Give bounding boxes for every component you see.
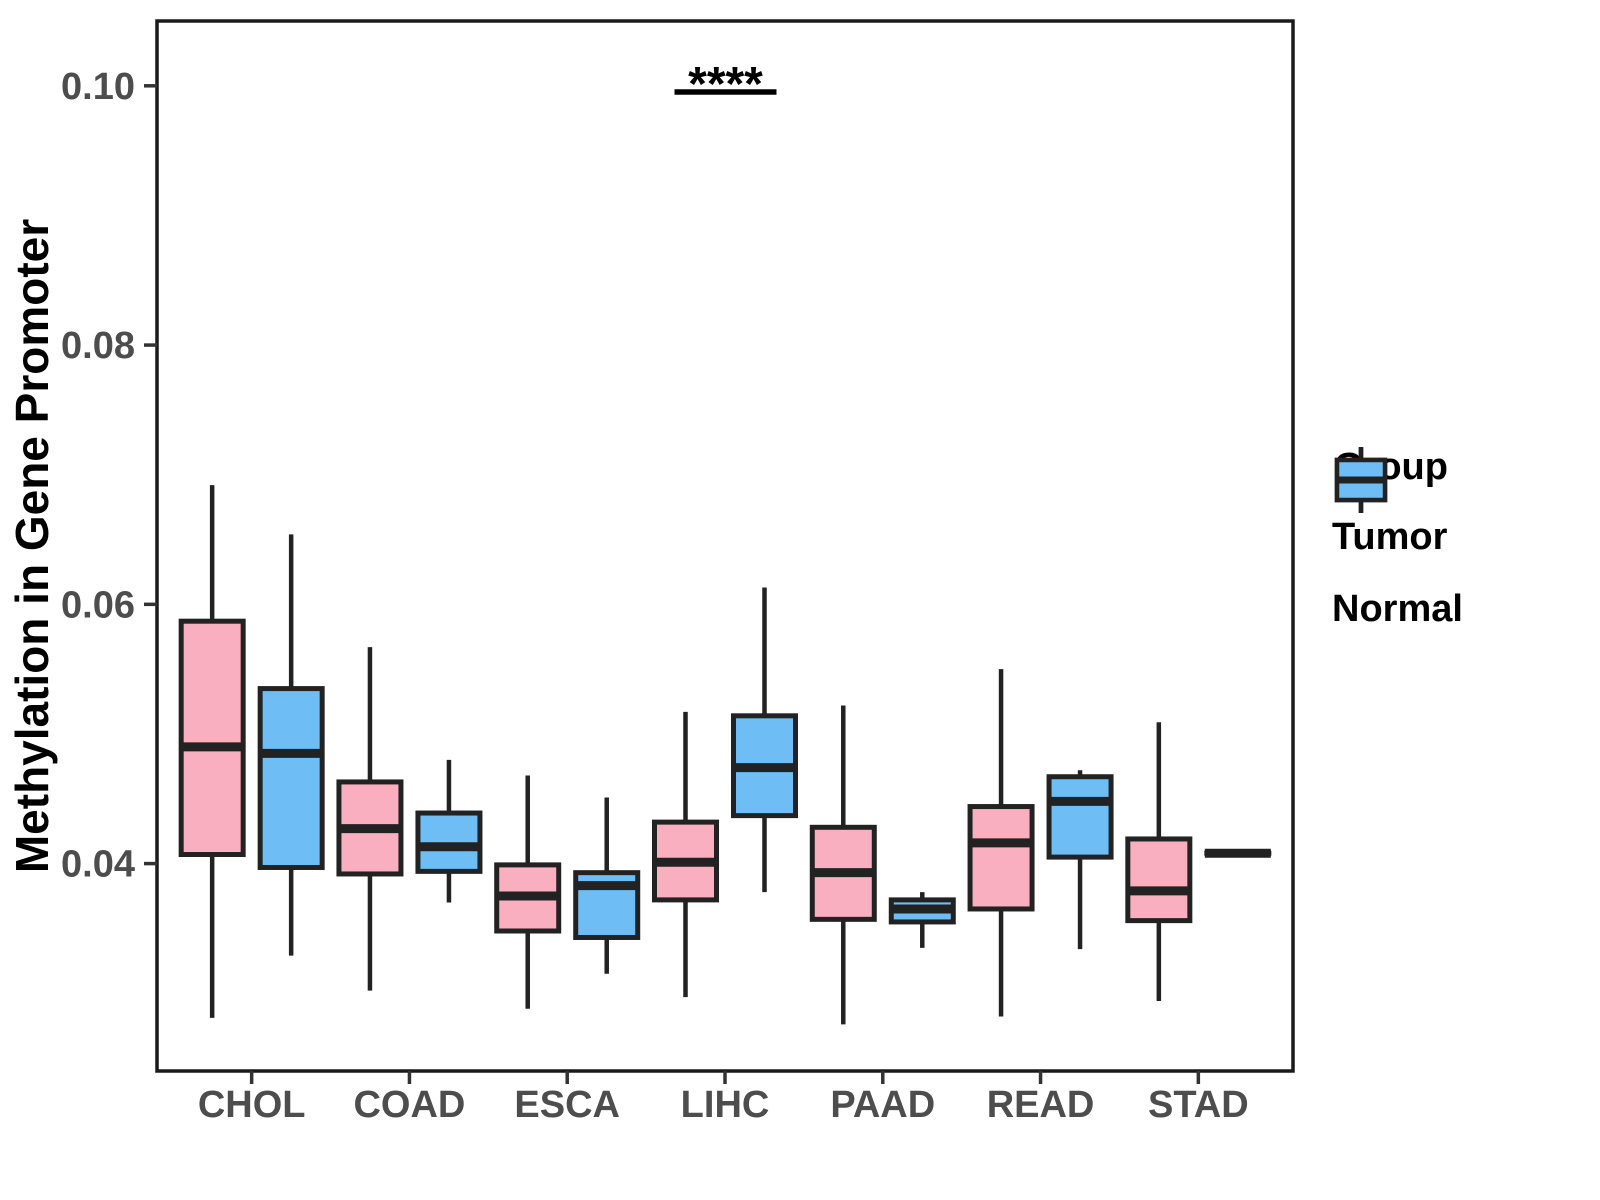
x-tick-label-read: READ — [987, 1084, 1095, 1126]
y-tick-label-0.04: 0.04 — [61, 844, 135, 886]
y-tick-label-0.06: 0.06 — [61, 584, 135, 626]
x-tick-label-lihc: LIHC — [681, 1084, 770, 1126]
x-tick-label-chol: CHOL — [198, 1084, 306, 1126]
x-tick-label-coad: COAD — [353, 1084, 465, 1126]
legend-items: Tumor Normal — [1332, 447, 1463, 643]
box-stad-tumor — [1125, 836, 1193, 924]
box-read-normal — [1046, 774, 1114, 860]
box-coad-normal — [415, 810, 483, 874]
x-tick-label-paad: PAAD — [830, 1084, 935, 1126]
legend: Group Tumor Normal — [1332, 446, 1463, 647]
x-tick-label-stad: STAD — [1148, 1084, 1249, 1126]
y-tick-label-0.08: 0.08 — [61, 325, 135, 367]
legend-label-tumor: Tumor — [1332, 515, 1448, 558]
panel-border — [155, 19, 1295, 1073]
y-tick-label-0.10: 0.10 — [61, 66, 135, 108]
significance-stars: **** — [688, 58, 763, 111]
box-chol-normal — [257, 686, 325, 870]
legend-boxplot-glyph-normal — [1334, 447, 1388, 513]
y-axis-title: Methylation in Gene Promoter — [6, 219, 58, 873]
legend-label-normal: Normal — [1332, 587, 1463, 630]
legend-item-normal: Normal — [1332, 447, 1463, 643]
box-read-tumor — [967, 804, 1035, 912]
x-tick-label-esca: ESCA — [514, 1084, 620, 1126]
box-chol-tumor — [178, 618, 246, 858]
